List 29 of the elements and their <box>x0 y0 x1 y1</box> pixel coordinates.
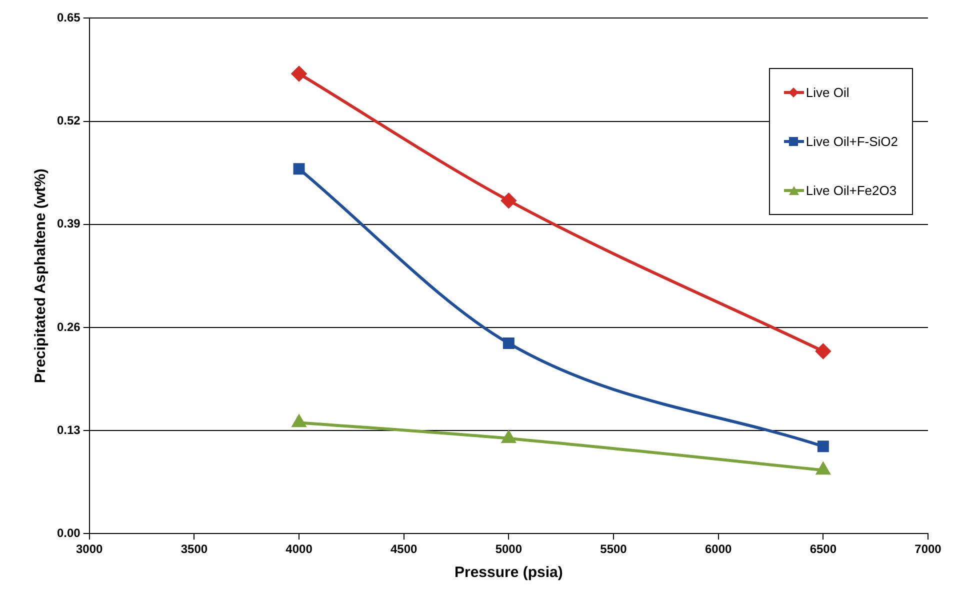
x-tick-label: 5500 <box>600 542 628 556</box>
y-tick-label: 0.13 <box>56 422 81 437</box>
point <box>502 338 514 350</box>
point <box>292 415 306 428</box>
point <box>292 66 307 82</box>
x-tick-label: 4500 <box>390 542 418 556</box>
x-tick-label: 6500 <box>810 542 837 556</box>
x-tick-label: 6000 <box>704 542 732 556</box>
point <box>817 440 829 452</box>
y-tick-label: 0.65 <box>56 10 81 25</box>
point <box>293 163 305 175</box>
x-tick-label: 5000 <box>495 542 522 556</box>
point <box>816 462 830 475</box>
point <box>501 193 516 208</box>
point <box>816 344 831 359</box>
legend-label: Live Oil+Fe2O3 <box>806 183 897 198</box>
x-tick-label: 4000 <box>286 542 313 556</box>
text: 0.00 <box>56 526 80 540</box>
x-tick-label: 3500 <box>180 542 208 556</box>
y-tick-label: 0.39 <box>56 216 81 231</box>
legend-label: Live Oil+F-SiO2 <box>806 134 898 149</box>
x-axis-title: Pressure (psia) <box>454 564 563 582</box>
x-tick-label: 7000 <box>914 542 942 556</box>
point <box>502 430 516 443</box>
y-axis-title: Precipitated Asphaltene (wt%) <box>32 168 50 384</box>
y-tick-label: 0.26 <box>56 320 81 334</box>
legend-label: Live Oil <box>806 85 850 100</box>
x-tick-label: 3000 <box>76 542 104 556</box>
y-tick-label: 0.52 <box>56 114 81 128</box>
